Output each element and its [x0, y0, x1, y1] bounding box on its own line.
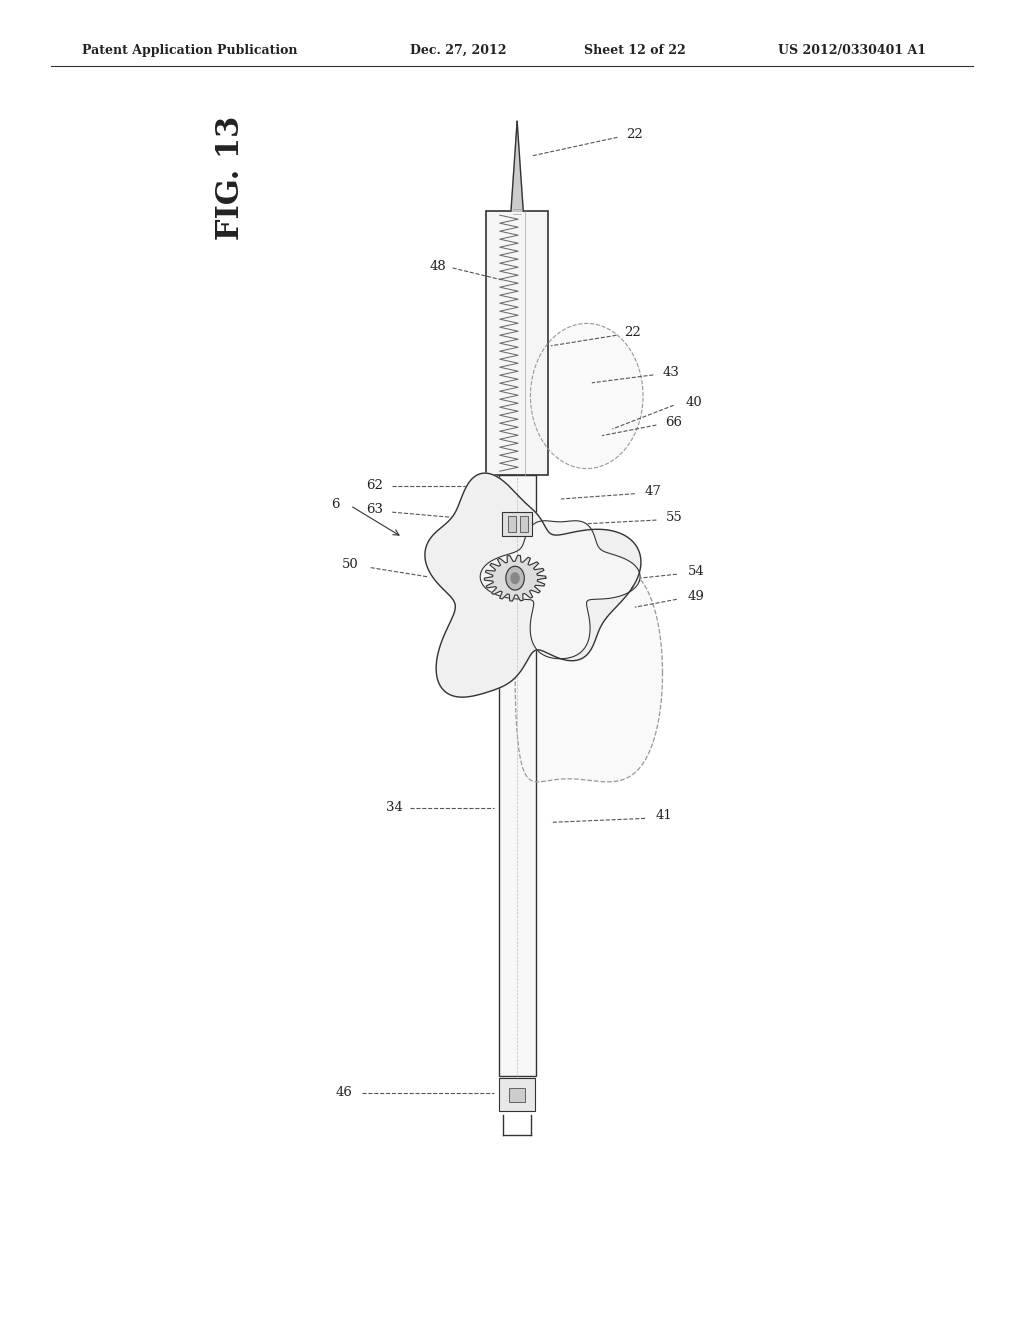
Text: 49: 49: [688, 590, 705, 603]
Text: US 2012/0330401 A1: US 2012/0330401 A1: [778, 44, 927, 57]
Bar: [486, 211, 548, 475]
Polygon shape: [425, 473, 641, 697]
Circle shape: [506, 566, 524, 590]
Text: 48: 48: [430, 260, 446, 273]
Text: FIG. 13: FIG. 13: [215, 116, 246, 240]
Text: 46: 46: [336, 1086, 352, 1100]
Text: 40: 40: [686, 396, 702, 409]
Circle shape: [511, 573, 519, 583]
Text: 22: 22: [627, 128, 643, 141]
Text: 22: 22: [625, 326, 641, 339]
Bar: [502, 512, 532, 536]
Bar: [509, 1088, 525, 1102]
Text: 63: 63: [367, 503, 383, 516]
Text: 50: 50: [342, 558, 358, 572]
Text: 55: 55: [666, 511, 682, 524]
Bar: [500, 1078, 535, 1111]
Bar: [520, 516, 528, 532]
Text: 62: 62: [367, 479, 383, 492]
Text: 41: 41: [655, 809, 672, 822]
Text: 6: 6: [332, 498, 340, 511]
Text: 43: 43: [663, 366, 679, 379]
Text: 47: 47: [645, 484, 662, 498]
Polygon shape: [530, 323, 643, 469]
Text: 34: 34: [386, 801, 402, 814]
Polygon shape: [511, 121, 523, 211]
Bar: [508, 516, 516, 532]
Text: Patent Application Publication: Patent Application Publication: [82, 44, 297, 57]
Polygon shape: [515, 565, 663, 781]
Text: Dec. 27, 2012: Dec. 27, 2012: [410, 44, 506, 57]
Text: Sheet 12 of 22: Sheet 12 of 22: [584, 44, 685, 57]
Bar: [499, 475, 536, 1076]
Text: 66: 66: [666, 416, 682, 429]
Polygon shape: [480, 520, 640, 659]
Polygon shape: [484, 556, 546, 601]
Text: 54: 54: [688, 565, 705, 578]
